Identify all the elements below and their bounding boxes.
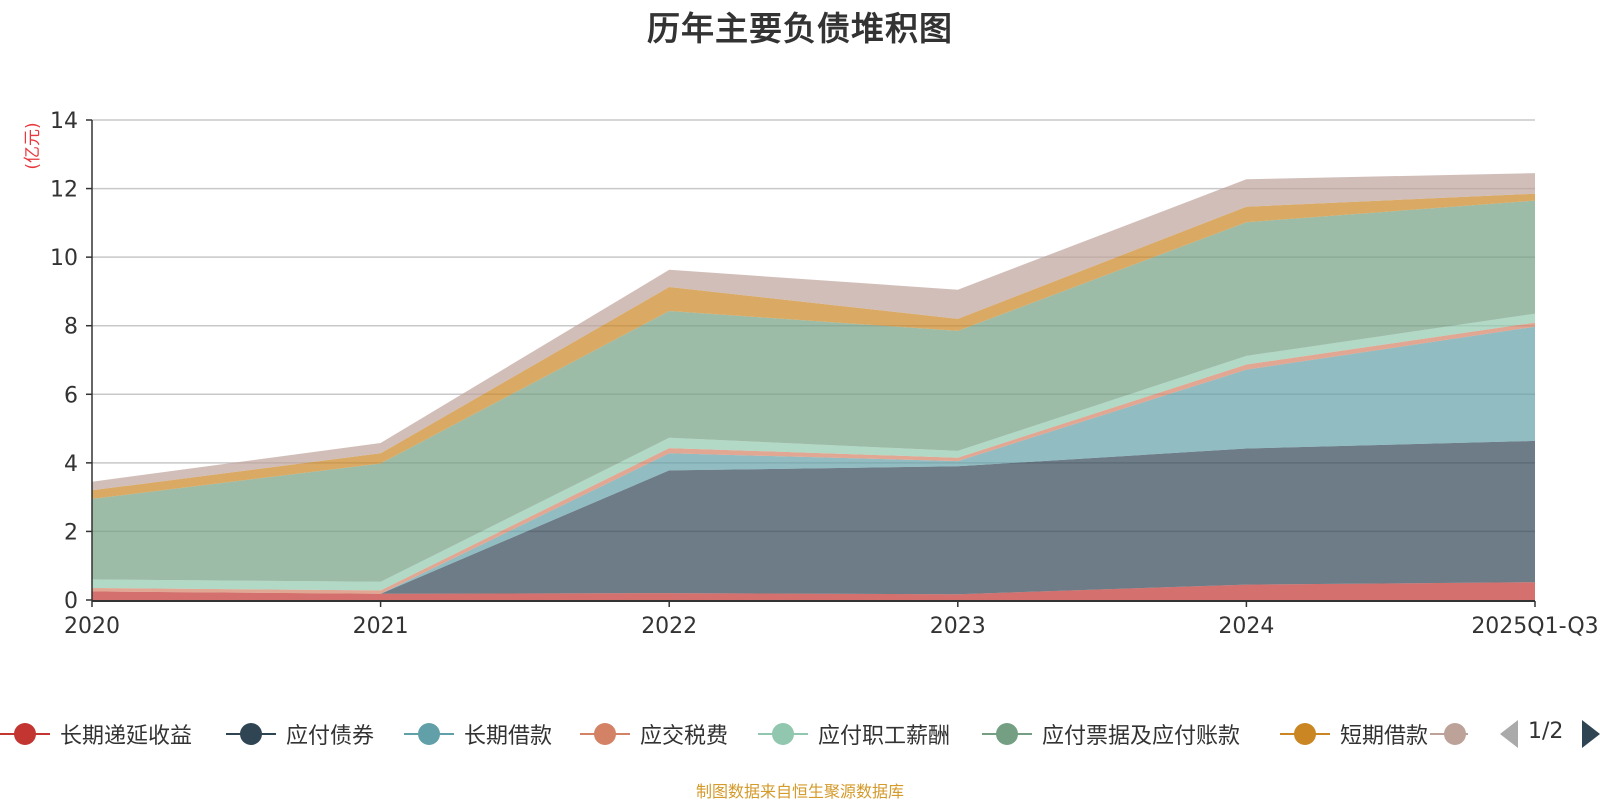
area-series-5 bbox=[92, 200, 1535, 582]
legend-label: 长期借款 bbox=[464, 724, 553, 749]
x-tick-label: 2024 bbox=[1218, 614, 1274, 639]
legend-item[interactable]: 短期借款 bbox=[1280, 716, 1428, 752]
x-tick-label: 2021 bbox=[353, 614, 409, 639]
x-tick-label: 2020 bbox=[64, 614, 120, 639]
legend-item[interactable]: 应付票据及应付账款 bbox=[982, 716, 1240, 752]
legend-item[interactable]: 长期递延收益 bbox=[0, 716, 192, 752]
legend-marker-icon bbox=[0, 716, 50, 752]
legend-marker-icon bbox=[580, 716, 630, 752]
x-tick-label: 2025Q1-Q3 bbox=[1471, 614, 1598, 639]
area-series-1 bbox=[92, 440, 1535, 595]
y-tick-label: 14 bbox=[50, 109, 78, 134]
legend-page-indicator: 1/2 bbox=[1528, 719, 1564, 744]
legend-label: 应付职工薪酬 bbox=[818, 724, 951, 749]
legend-marker-icon bbox=[226, 716, 276, 752]
legend-prev-page-icon[interactable] bbox=[1500, 720, 1518, 748]
stacked-areas bbox=[92, 173, 1535, 600]
area-series-3 bbox=[92, 322, 1535, 594]
area-series-0 bbox=[92, 582, 1535, 600]
legend-label: 短期借款 bbox=[1340, 724, 1429, 749]
y-tick-label: 0 bbox=[64, 589, 78, 614]
legend-item[interactable]: 其他 bbox=[1430, 716, 1468, 752]
y-tick-label: 10 bbox=[50, 246, 78, 271]
legend-marker-icon bbox=[758, 716, 808, 752]
area-series-7 bbox=[92, 173, 1535, 491]
legend-item[interactable]: 应付职工薪酬 bbox=[758, 716, 950, 752]
y-tick-label: 6 bbox=[64, 383, 78, 408]
axes: 0 2 4 6 8 10 12 14 (亿元) 2020 2021 2022 2023 2024 2025Q… bbox=[23, 109, 1599, 639]
area-series-6 bbox=[92, 193, 1535, 499]
area-series-4 bbox=[92, 313, 1535, 591]
legend-label: 应付债券 bbox=[286, 724, 375, 749]
legend-label: 应交税费 bbox=[640, 724, 729, 749]
legend-item[interactable]: 应付债券 bbox=[226, 716, 374, 752]
area-series-2 bbox=[92, 326, 1535, 594]
y-axis-unit-label: (亿元) bbox=[23, 122, 43, 169]
legend-marker-icon bbox=[982, 716, 1032, 752]
legend: 长期递延收益应付债券长期借款应交税费应付职工薪酬应付票据及应付账款短期借款其他 … bbox=[0, 716, 1600, 752]
legend-label: 长期递延收益 bbox=[60, 724, 193, 749]
x-tick-label: 2023 bbox=[930, 614, 986, 639]
legend-marker-icon bbox=[1430, 716, 1468, 752]
source-note: 制图数据来自恒生聚源数据库 bbox=[695, 782, 904, 801]
y-tick-label: 12 bbox=[50, 178, 78, 203]
legend-pager: 1/2 bbox=[1498, 716, 1600, 752]
legend-next-page-icon[interactable] bbox=[1582, 720, 1600, 748]
chart-title: 历年主要负债堆积图 bbox=[647, 9, 953, 48]
legend-marker-icon bbox=[1280, 716, 1330, 752]
y-tick-label: 8 bbox=[64, 315, 78, 340]
legend-items: 长期递延收益 应付债券 长期借款 应交税费 应付职工薪酬 应付票据及应付账款 短期借款其他 bbox=[0, 716, 1468, 752]
legend-marker-icon bbox=[404, 716, 454, 752]
legend-label: 应付票据及应付账款 bbox=[1042, 724, 1241, 749]
y-tick-label: 4 bbox=[64, 452, 78, 477]
legend-item[interactable]: 长期借款 bbox=[404, 716, 552, 752]
x-tick-label: 2022 bbox=[641, 614, 697, 639]
y-tick-label: 2 bbox=[64, 520, 78, 545]
legend-item[interactable]: 应交税费 bbox=[580, 716, 728, 752]
